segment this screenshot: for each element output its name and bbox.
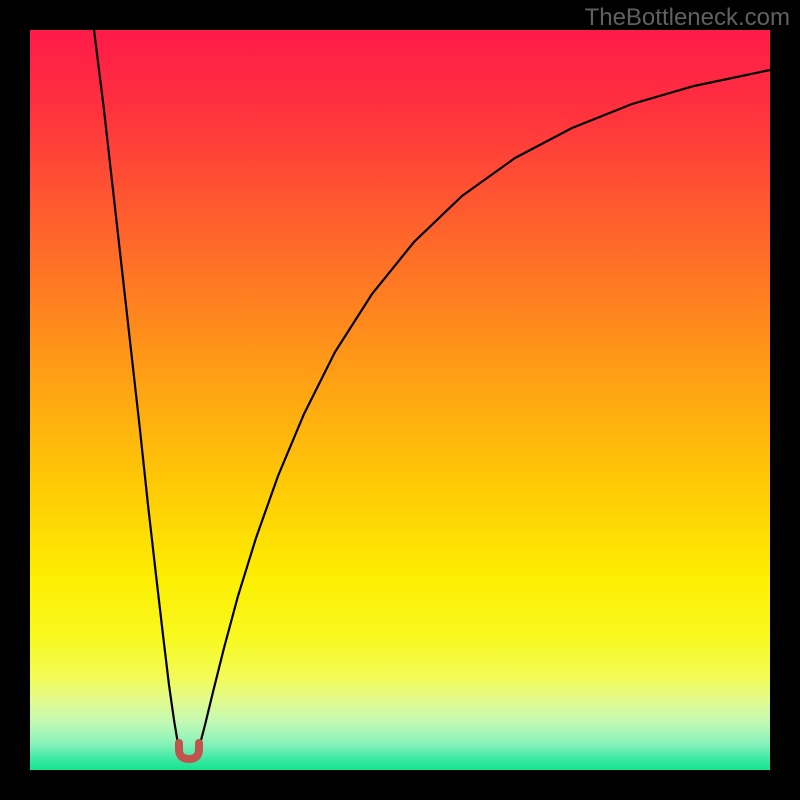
chart-container: TheBottleneck.com — [0, 0, 800, 800]
watermark-text: TheBottleneck.com — [585, 4, 790, 32]
bottleneck-chart — [0, 0, 800, 800]
plot-background — [30, 30, 770, 770]
